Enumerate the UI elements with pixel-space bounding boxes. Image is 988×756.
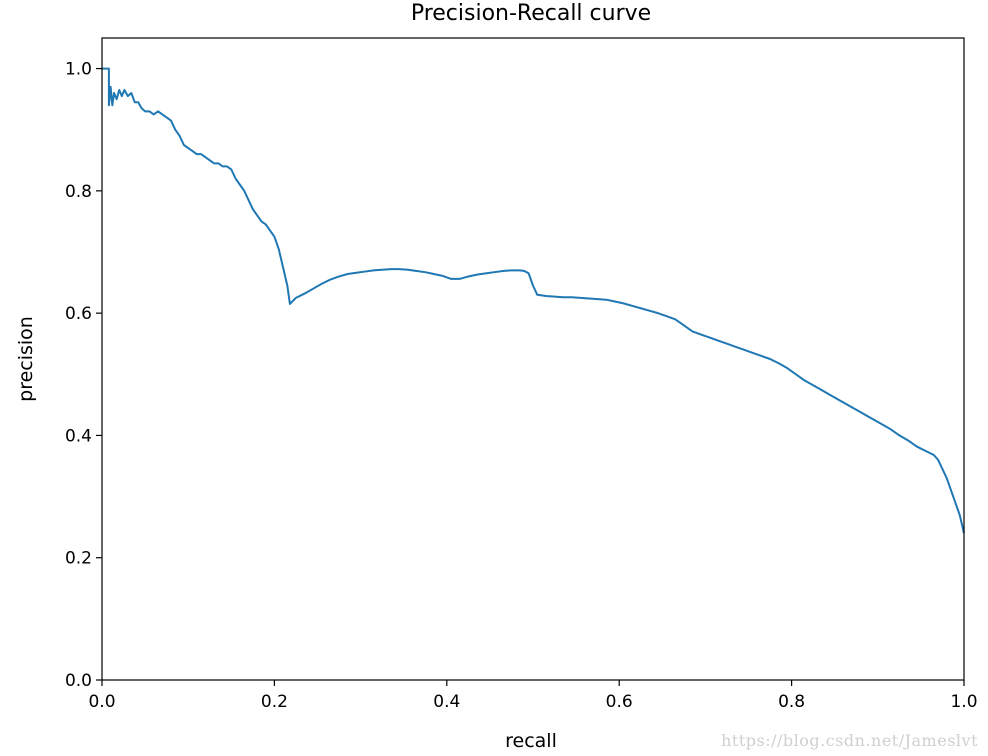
precision-recall-line <box>102 67 965 534</box>
y-axis-label: precision <box>15 316 37 402</box>
y-tick-label: 0.6 <box>65 304 92 324</box>
x-tick-label: 1.0 <box>950 692 977 712</box>
x-tick-label: 0.8 <box>778 692 805 712</box>
x-tick-label: 0.2 <box>261 692 288 712</box>
y-axis-ticks: 0.0 0.2 0.4 0.6 0.8 1.0 <box>65 60 102 691</box>
plot-frame <box>101 37 965 681</box>
y-tick-label: 0.0 <box>65 671 92 691</box>
y-tick-label: 0.2 <box>65 549 92 569</box>
y-tick-label: 1.0 <box>65 60 92 80</box>
x-tick-label: 0.0 <box>88 692 115 712</box>
y-tick-label: 0.4 <box>65 426 92 446</box>
x-tick-label: 0.4 <box>433 692 460 712</box>
watermark-text: https://blog.csdn.net/Jameslvt <box>721 731 978 750</box>
chart-title: Precision-Recall curve <box>411 1 651 26</box>
x-tick-label: 0.6 <box>606 692 633 712</box>
x-axis-label: recall <box>505 730 557 752</box>
y-tick-label: 0.8 <box>65 182 92 202</box>
x-axis-ticks: 0.0 0.2 0.4 0.6 0.8 1.0 <box>88 680 978 712</box>
